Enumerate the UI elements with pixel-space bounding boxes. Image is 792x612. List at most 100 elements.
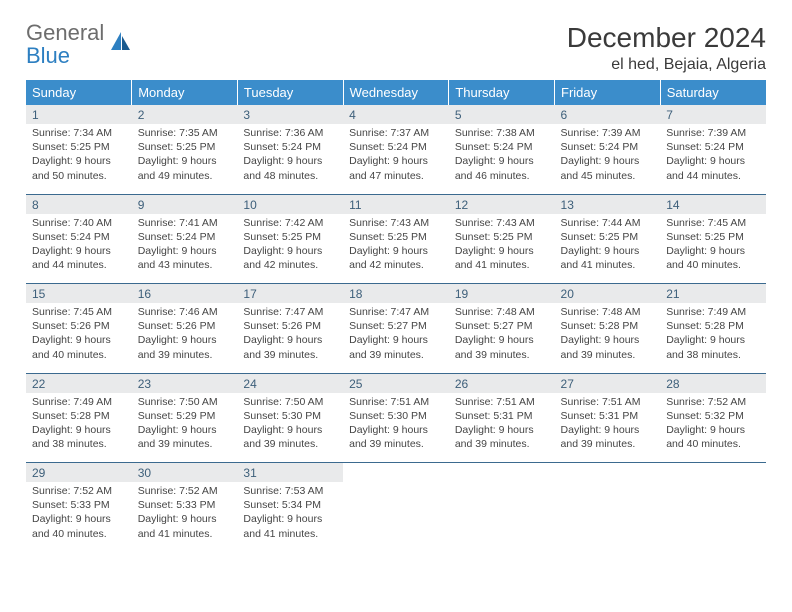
day-content-cell: Sunrise: 7:39 AMSunset: 5:24 PMDaylight:… [555,124,661,194]
day-number-cell [449,463,555,483]
day-number-cell: 21 [660,284,766,304]
sunset-line: Sunset: 5:24 PM [349,141,427,153]
day-number-cell: 9 [132,194,238,214]
day-number-cell: 7 [660,105,766,124]
day-content-cell: Sunrise: 7:52 AMSunset: 5:32 PMDaylight:… [660,393,766,463]
sunset-line: Sunset: 5:27 PM [455,320,533,332]
sunrise-line: Sunrise: 7:52 AM [138,485,218,497]
sunset-line: Sunset: 5:26 PM [138,320,216,332]
day-content-cell: Sunrise: 7:51 AMSunset: 5:31 PMDaylight:… [555,393,661,463]
header: General Blue December 2024 el hed, Bejai… [26,22,766,74]
sunrise-line: Sunrise: 7:52 AM [32,485,112,497]
day-number-row: 891011121314 [26,194,766,214]
daylight-line: Daylight: 9 hours and 39 minutes. [349,424,428,450]
day-number-cell [555,463,661,483]
day-number-cell: 27 [555,373,661,393]
day-content-cell: Sunrise: 7:48 AMSunset: 5:28 PMDaylight:… [555,303,661,373]
day-number-cell: 12 [449,194,555,214]
daylight-line: Daylight: 9 hours and 39 minutes. [561,424,640,450]
calendar-body: 1234567Sunrise: 7:34 AMSunset: 5:25 PMDa… [26,105,766,552]
calendar-table: Sunday Monday Tuesday Wednesday Thursday… [26,80,766,552]
day-number-row: 15161718192021 [26,284,766,304]
sunrise-line: Sunrise: 7:45 AM [666,217,746,229]
sunset-line: Sunset: 5:31 PM [561,410,639,422]
sunset-line: Sunset: 5:30 PM [243,410,321,422]
daylight-line: Daylight: 9 hours and 40 minutes. [32,513,111,539]
daylight-line: Daylight: 9 hours and 41 minutes. [243,513,322,539]
day-content-cell: Sunrise: 7:50 AMSunset: 5:30 PMDaylight:… [237,393,343,463]
day-number-cell: 1 [26,105,132,124]
day-content-cell: Sunrise: 7:51 AMSunset: 5:31 PMDaylight:… [449,393,555,463]
day-content-cell: Sunrise: 7:46 AMSunset: 5:26 PMDaylight:… [132,303,238,373]
daylight-line: Daylight: 9 hours and 39 minutes. [138,424,217,450]
sunset-line: Sunset: 5:34 PM [243,499,321,511]
daylight-line: Daylight: 9 hours and 46 minutes. [455,155,534,181]
day-content-row: Sunrise: 7:40 AMSunset: 5:24 PMDaylight:… [26,214,766,284]
day-number-row: 1234567 [26,105,766,124]
sunset-line: Sunset: 5:24 PM [32,231,110,243]
daylight-line: Daylight: 9 hours and 40 minutes. [32,334,111,360]
sunset-line: Sunset: 5:25 PM [349,231,427,243]
sunset-line: Sunset: 5:28 PM [561,320,639,332]
day-number-cell: 11 [343,194,449,214]
sunrise-line: Sunrise: 7:53 AM [243,485,323,497]
day-number-cell: 8 [26,194,132,214]
sunrise-line: Sunrise: 7:51 AM [349,396,429,408]
daylight-line: Daylight: 9 hours and 44 minutes. [666,155,745,181]
sunrise-line: Sunrise: 7:49 AM [32,396,112,408]
day-content-row: Sunrise: 7:34 AMSunset: 5:25 PMDaylight:… [26,124,766,194]
weekday-header: Friday [555,80,661,105]
day-number-cell: 6 [555,105,661,124]
sunset-line: Sunset: 5:25 PM [561,231,639,243]
day-content-cell: Sunrise: 7:48 AMSunset: 5:27 PMDaylight:… [449,303,555,373]
day-number-cell: 13 [555,194,661,214]
sunset-line: Sunset: 5:26 PM [243,320,321,332]
sunset-line: Sunset: 5:30 PM [349,410,427,422]
day-content-cell [449,482,555,552]
sunrise-line: Sunrise: 7:46 AM [138,306,218,318]
sunrise-line: Sunrise: 7:38 AM [455,127,535,139]
daylight-line: Daylight: 9 hours and 40 minutes. [666,424,745,450]
daylight-line: Daylight: 9 hours and 41 minutes. [138,513,217,539]
day-content-cell [660,482,766,552]
day-content-cell: Sunrise: 7:39 AMSunset: 5:24 PMDaylight:… [660,124,766,194]
sunset-line: Sunset: 5:33 PM [32,499,110,511]
day-number-cell: 4 [343,105,449,124]
sunrise-line: Sunrise: 7:50 AM [138,396,218,408]
sunset-line: Sunset: 5:24 PM [455,141,533,153]
location: el hed, Bejaia, Algeria [567,56,766,74]
day-number-cell: 24 [237,373,343,393]
day-number-cell: 17 [237,284,343,304]
day-number-cell: 19 [449,284,555,304]
day-content-cell: Sunrise: 7:40 AMSunset: 5:24 PMDaylight:… [26,214,132,284]
daylight-line: Daylight: 9 hours and 45 minutes. [561,155,640,181]
daylight-line: Daylight: 9 hours and 39 minutes. [349,334,428,360]
daylight-line: Daylight: 9 hours and 39 minutes. [561,334,640,360]
day-content-cell: Sunrise: 7:36 AMSunset: 5:24 PMDaylight:… [237,124,343,194]
daylight-line: Daylight: 9 hours and 41 minutes. [561,245,640,271]
logo-text-general: General [26,20,104,45]
day-number-cell: 23 [132,373,238,393]
calendar-page: General Blue December 2024 el hed, Bejai… [0,0,792,574]
sunset-line: Sunset: 5:25 PM [455,231,533,243]
title-block: December 2024 el hed, Bejaia, Algeria [567,22,766,74]
day-number-cell: 30 [132,463,238,483]
sunset-line: Sunset: 5:28 PM [32,410,110,422]
sunrise-line: Sunrise: 7:34 AM [32,127,112,139]
sunrise-line: Sunrise: 7:35 AM [138,127,218,139]
day-number-cell: 29 [26,463,132,483]
sunset-line: Sunset: 5:32 PM [666,410,744,422]
daylight-line: Daylight: 9 hours and 38 minutes. [666,334,745,360]
day-content-row: Sunrise: 7:52 AM Sunset: 5:33 PM Daylight:… [26,482,766,552]
sunrise-line: Sunrise: 7:43 AM [455,217,535,229]
sunset-line: Sunset: 5:28 PM [666,320,744,332]
day-content-cell: Sunrise: 7:44 AMSunset: 5:25 PMDaylight:… [555,214,661,284]
sunset-line: Sunset: 5:26 PM [32,320,110,332]
day-content-cell: Sunrise: 7:53 AM Sunset: 5:34 PM Daylight:… [237,482,343,552]
day-content-cell: Sunrise: 7:45 AMSunset: 5:25 PMDaylight:… [660,214,766,284]
sunrise-line: Sunrise: 7:39 AM [666,127,746,139]
sunrise-line: Sunrise: 7:41 AM [138,217,218,229]
sunrise-line: Sunrise: 7:47 AM [349,306,429,318]
daylight-line: Daylight: 9 hours and 42 minutes. [349,245,428,271]
day-content-row: Sunrise: 7:45 AMSunset: 5:26 PMDaylight:… [26,303,766,373]
